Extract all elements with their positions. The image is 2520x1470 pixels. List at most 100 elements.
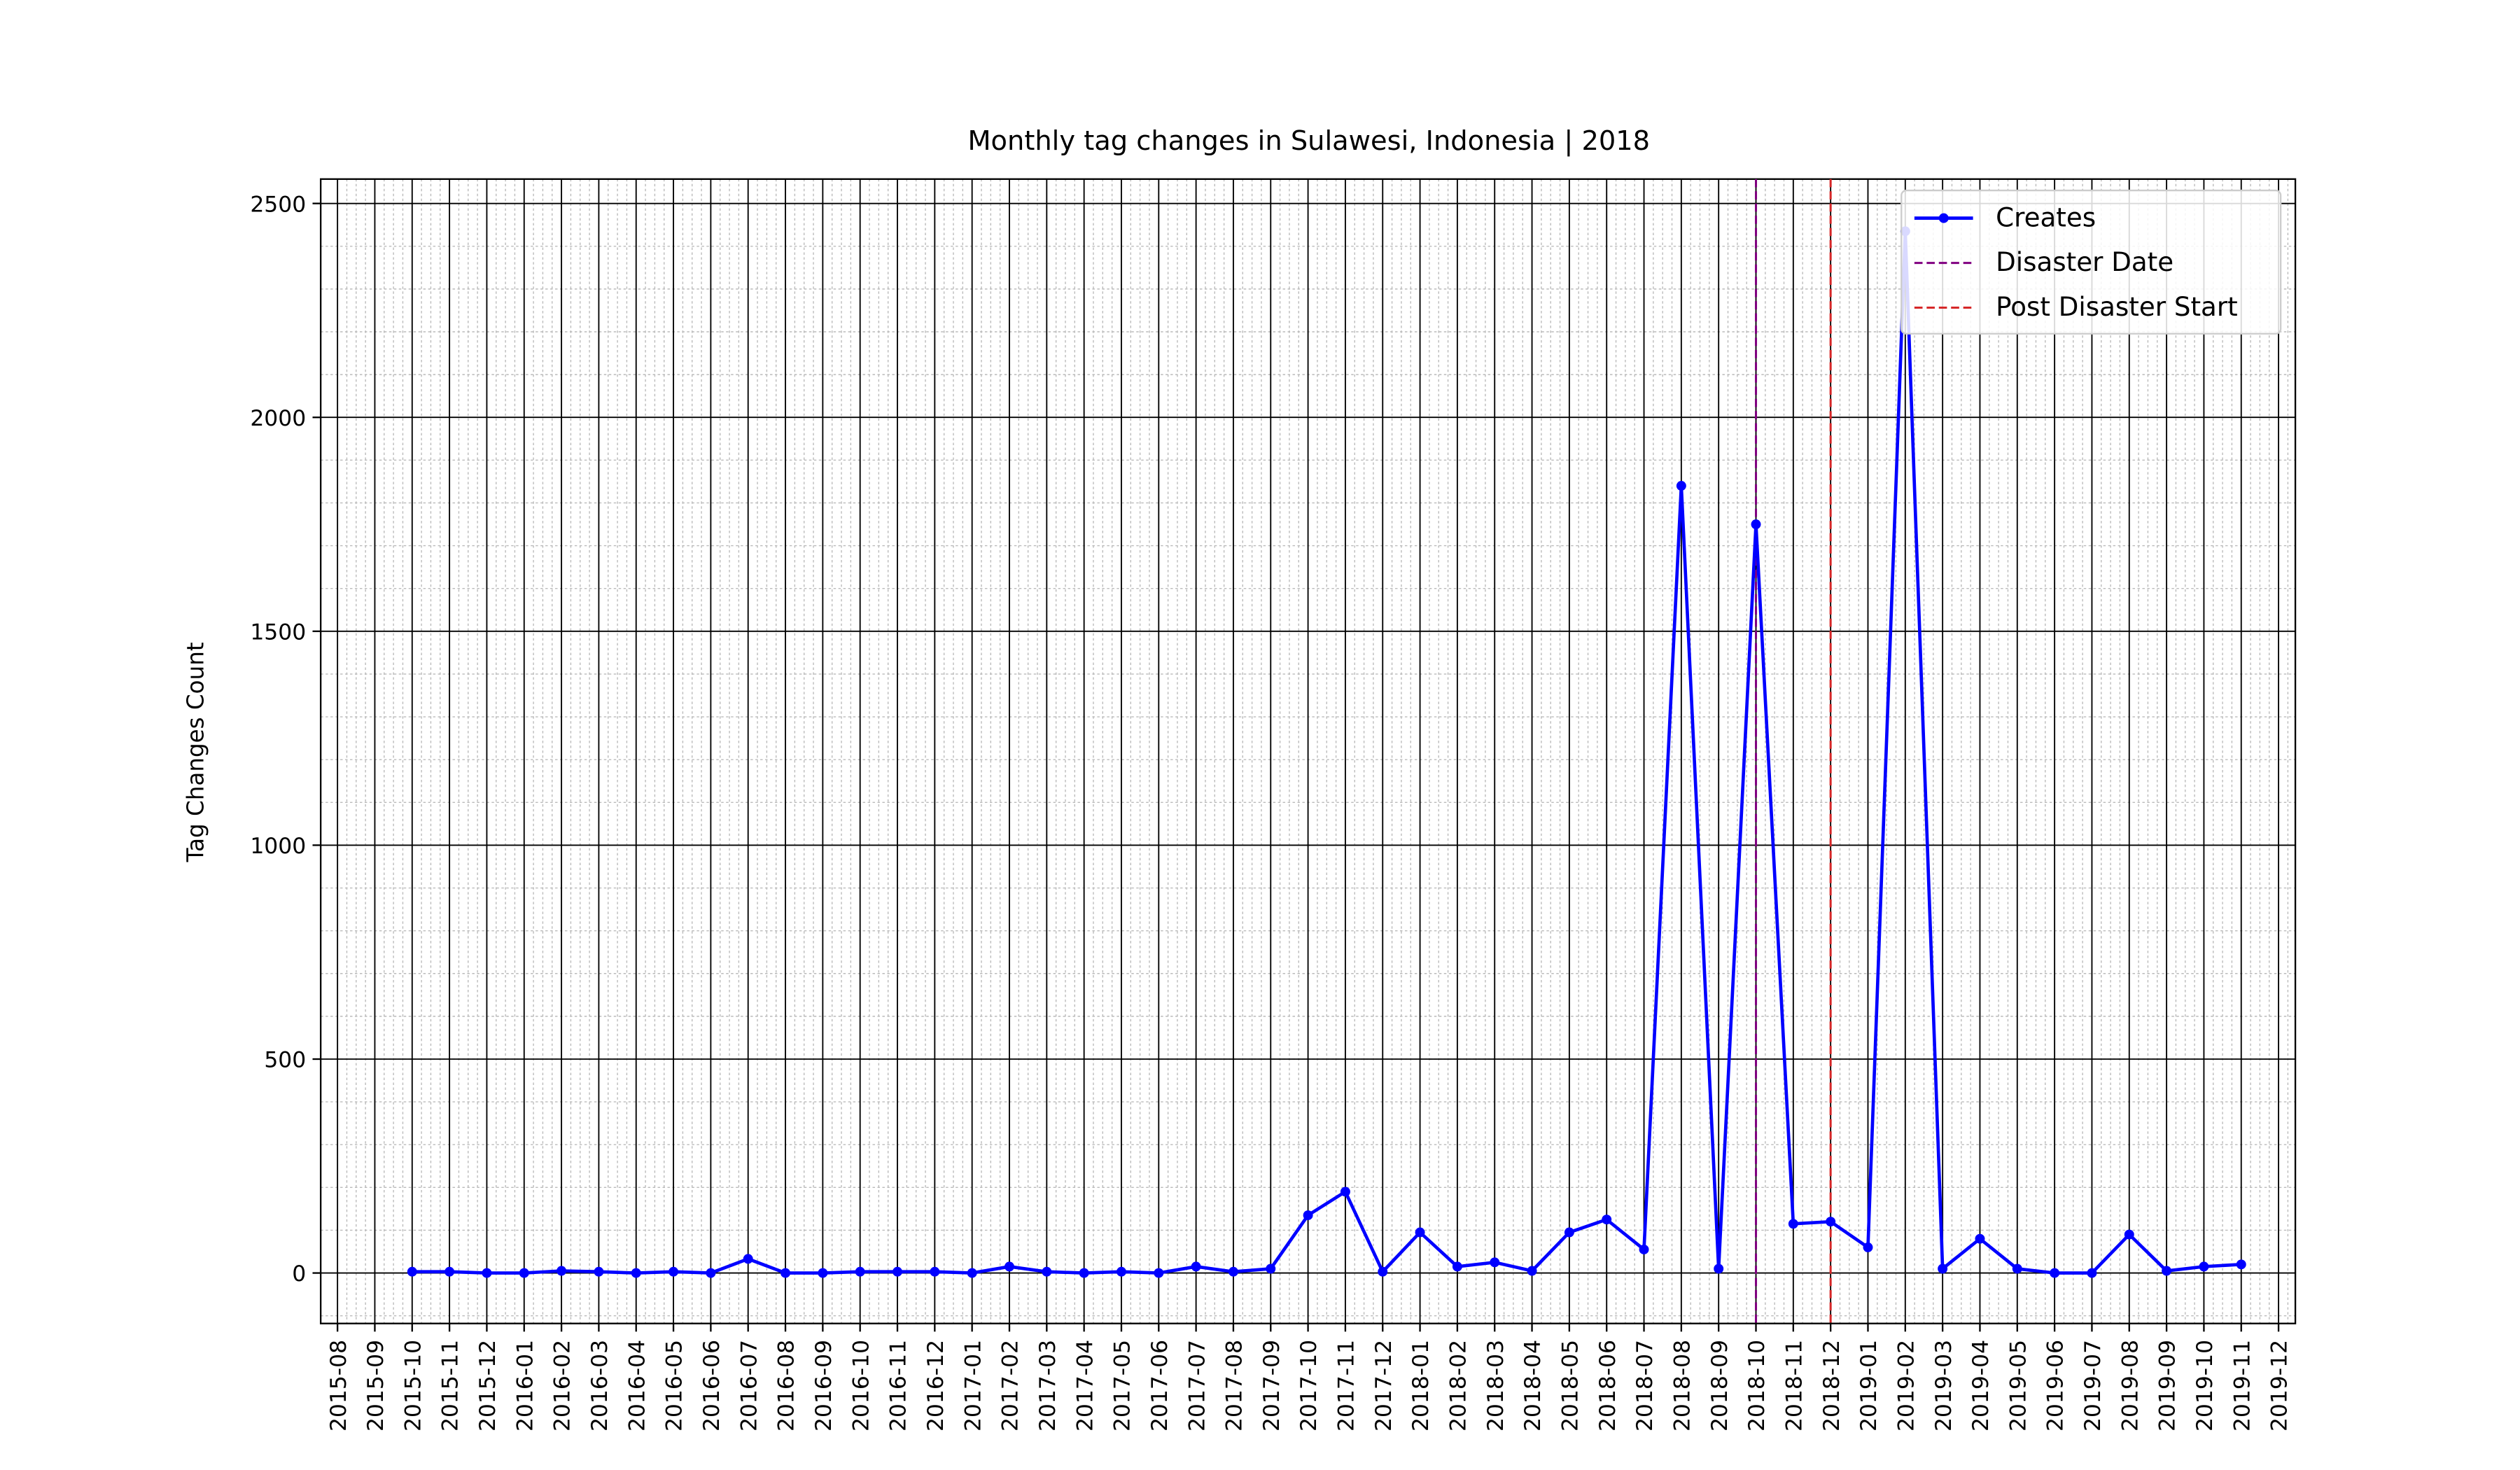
x-tick-label: 2018-07 (1632, 1340, 1658, 1432)
x-tick-label: 2017-06 (1147, 1340, 1172, 1432)
data-point (1004, 1261, 1014, 1272)
data-point (1378, 1266, 1388, 1277)
x-tick-label: 2017-02 (998, 1340, 1023, 1432)
x-tick-label: 2019-02 (1893, 1340, 1919, 1432)
data-point (706, 1268, 716, 1278)
data-point (1938, 1264, 1948, 1274)
legend-swatch (1938, 213, 1949, 223)
x-tick-label: 2016-09 (811, 1340, 836, 1432)
data-point (1527, 1266, 1537, 1276)
x-tick-label: 2017-05 (1110, 1340, 1135, 1432)
x-tick-label: 2018-02 (1446, 1340, 1471, 1432)
legend-label: Post Disaster Start (1996, 291, 2238, 322)
x-tick-label: 2017-12 (1371, 1340, 1396, 1432)
legend: Creates Disaster Date Post Disaster Start (1900, 189, 2282, 335)
x-tick-label: 2019-04 (1968, 1340, 1994, 1432)
data-point (1602, 1214, 1612, 1225)
y-tick-label: 1000 (250, 834, 306, 859)
data-point (1079, 1268, 1089, 1278)
x-tick-label: 2016-07 (736, 1340, 762, 1432)
x-tick-label: 2019-10 (2192, 1340, 2218, 1432)
x-tick-label: 2016-06 (699, 1340, 724, 1432)
y-axis-label: Tag Changes Count (183, 642, 209, 862)
data-point (2012, 1264, 2022, 1274)
x-tick-label: 2016-05 (662, 1340, 687, 1432)
x-tick-label: 2016-08 (774, 1340, 799, 1432)
legend-label: Creates (1996, 202, 2096, 232)
y-tick-label: 500 (264, 1048, 306, 1073)
y-tick-label: 0 (292, 1261, 306, 1287)
data-point (482, 1268, 492, 1278)
data-point (2162, 1266, 2172, 1276)
x-tick-label: 2019-12 (2267, 1340, 2292, 1432)
x-tick-label: 2017-03 (1035, 1340, 1060, 1432)
x-tick-label: 2019-09 (2155, 1340, 2180, 1432)
data-point (1340, 1186, 1350, 1197)
x-tick-label: 2017-09 (1259, 1340, 1284, 1432)
data-point (780, 1268, 791, 1278)
legend-label: Disaster Date (1996, 246, 2174, 277)
y-tick-label: 2500 (250, 192, 306, 217)
data-point (1564, 1227, 1574, 1238)
x-tick-label: 2016-12 (923, 1340, 948, 1432)
x-tick-label: 2018-09 (1707, 1340, 1732, 1432)
x-tick-label: 2018-03 (1483, 1340, 1508, 1432)
x-tick-label: 2017-11 (1334, 1340, 1359, 1432)
data-point (892, 1266, 902, 1277)
plot-frame (319, 178, 2297, 1324)
data-point (1042, 1266, 1052, 1277)
data-point (1415, 1227, 1425, 1238)
data-point (1228, 1266, 1238, 1277)
data-point (2124, 1229, 2134, 1240)
data-point (1452, 1261, 1462, 1272)
data-point (1714, 1264, 1724, 1274)
x-tick-label: 2016-10 (848, 1340, 874, 1432)
x-tick-label: 2017-10 (1296, 1340, 1322, 1432)
data-point (444, 1266, 455, 1277)
x-tick-label: 2015-10 (400, 1340, 426, 1432)
x-tick-label: 2017-07 (1184, 1340, 1210, 1432)
data-point (631, 1268, 641, 1278)
data-point (1639, 1244, 1649, 1254)
x-tick-label: 2019-01 (1856, 1340, 1882, 1432)
x-tick-label: 2015-12 (475, 1340, 500, 1432)
data-point (1676, 481, 1686, 491)
chart-title: Monthly tag changes in Sulawesi, Indones… (967, 125, 1650, 157)
x-tick-label: 2018-05 (1558, 1340, 1583, 1432)
data-point (594, 1266, 604, 1277)
data-point (855, 1266, 865, 1277)
x-tick-label: 2016-11 (886, 1340, 911, 1432)
data-point (1154, 1268, 1164, 1278)
x-tick-label: 2017-08 (1222, 1340, 1247, 1432)
data-point (1863, 1242, 1873, 1252)
data-line (412, 231, 2241, 1275)
data-point (2199, 1261, 2209, 1272)
x-tick-label: 2019-11 (2230, 1340, 2255, 1432)
data-point (1116, 1266, 1126, 1277)
data-point (1975, 1233, 1985, 1244)
x-tick-label: 2019-03 (1931, 1340, 1956, 1432)
y-tick-label: 2000 (250, 406, 306, 431)
x-tick-label: 2016-02 (550, 1340, 575, 1432)
x-tick-label: 2018-01 (1408, 1340, 1434, 1432)
data-point (1303, 1210, 1313, 1221)
y-tick-label: 1500 (250, 620, 306, 645)
x-tick-label: 2019-06 (2043, 1340, 2068, 1432)
data-point (2050, 1268, 2060, 1278)
data-point (930, 1266, 940, 1277)
data-point (2087, 1268, 2097, 1278)
x-tick-label: 2018-10 (1744, 1340, 1770, 1432)
data-point (1788, 1219, 1798, 1229)
data-point (1191, 1261, 1201, 1272)
data-point (668, 1266, 679, 1277)
data-point (1490, 1257, 1500, 1268)
x-tick-label: 2018-04 (1520, 1340, 1546, 1432)
data-point (967, 1268, 977, 1278)
data-point (818, 1268, 828, 1278)
x-tick-label: 2017-01 (960, 1340, 986, 1432)
x-tick-label: 2016-03 (587, 1340, 612, 1432)
x-tick-label: 2018-06 (1595, 1340, 1620, 1432)
x-tick-label: 2019-05 (2005, 1340, 2031, 1432)
x-tick-label: 2018-11 (1782, 1340, 1807, 1432)
